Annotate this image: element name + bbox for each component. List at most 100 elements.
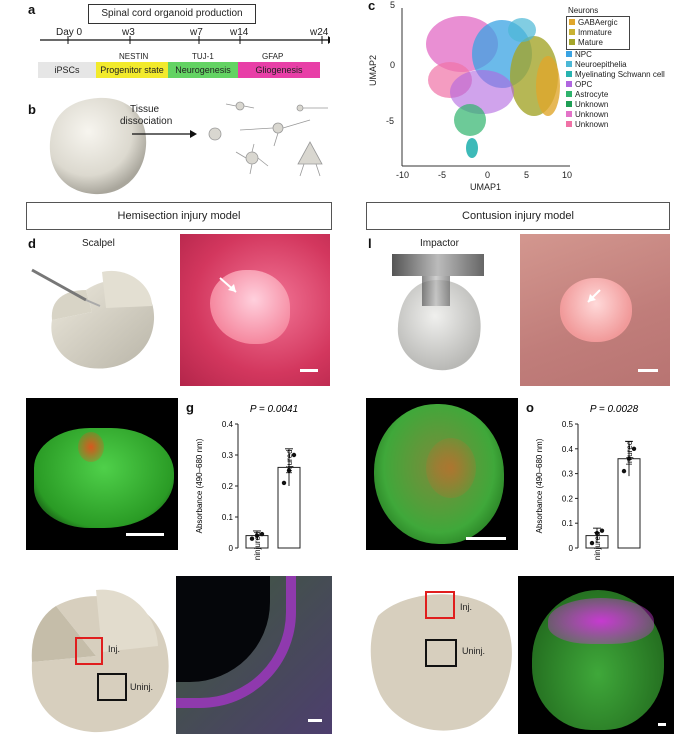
data-point <box>259 531 265 537</box>
dissociated-cells <box>208 101 328 177</box>
legend-text: Unknown <box>575 120 609 129</box>
hemisection-fluorescence <box>26 398 178 550</box>
data-point <box>589 540 595 546</box>
legend-swatch <box>566 91 572 97</box>
category-label: Injured <box>285 449 294 473</box>
legend-item-6: Unknown <box>566 110 678 120</box>
stage-gliogenesis: Gliogenesis <box>238 62 320 78</box>
stage-ipsc: iPSCs <box>38 62 96 78</box>
legend-neuron-group: GABAergic Immature Mature <box>566 16 630 50</box>
data-point <box>254 533 260 538</box>
timepoint-w3: w3 <box>122 27 135 38</box>
umap-xtick-neg5: -5 <box>438 170 447 180</box>
y-tick-label: 0 <box>569 544 574 553</box>
legend-item-neuron-2: Mature <box>569 38 627 48</box>
umap-plot <box>401 8 570 167</box>
y-tick-label: 0.1 <box>222 513 234 522</box>
legend-text: Unknown <box>575 110 609 119</box>
legend-item-1: Neuroepithelia <box>566 60 678 70</box>
scale-bar <box>638 369 658 372</box>
legend-text: Immature <box>578 28 612 37</box>
legend-swatch <box>569 19 575 25</box>
contusion-fluorescence <box>366 398 518 550</box>
contusion-photo <box>520 234 670 386</box>
stage-progenitor: Progenitor state <box>96 62 168 78</box>
legend-item-3: OPC <box>566 80 678 90</box>
y-tick-label: 0.4 <box>562 445 574 454</box>
tissue-label: Tissue <box>130 104 160 115</box>
timepoint-w14: w14 <box>230 27 249 38</box>
legend-swatch <box>566 111 572 117</box>
bar-chart-o: P = 0.0028 0 0.1 0.2 0.3 0.4 0.5 Absorbance (49… <box>535 404 641 560</box>
data-point <box>594 530 600 536</box>
scale-bar <box>658 723 666 726</box>
timepoint-w7: w7 <box>190 27 203 38</box>
timeline-title: Spinal cord organoid production <box>88 4 256 24</box>
scale-bar <box>126 533 164 536</box>
y-tick-label: 0.4 <box>222 420 234 429</box>
organoid-sphere <box>49 97 147 195</box>
y-tick-label: 0.3 <box>222 451 234 460</box>
scale-bar <box>300 369 318 372</box>
contusion-confocal <box>518 576 674 734</box>
legend-text: GABAergic <box>578 18 618 27</box>
panel-label-c: c <box>368 0 376 13</box>
category-label: Uninjured <box>593 532 602 560</box>
legend-swatch <box>569 39 575 45</box>
legend-swatch <box>569 29 575 35</box>
umap-ytick-0: 0 <box>390 60 396 70</box>
uninj-label: Uninj. <box>130 682 154 692</box>
legend-text: Neuroepithelia <box>575 60 627 69</box>
panel-label-g: g <box>186 400 194 415</box>
umap-xtick-neg10: -10 <box>396 170 410 180</box>
umap-xlabel: UMAP1 <box>470 182 502 192</box>
uninjured-box <box>425 639 457 667</box>
data-point <box>286 468 292 473</box>
injury-box <box>75 637 103 665</box>
hemisection-photo <box>180 234 330 386</box>
scalpel-diagram <box>31 268 155 369</box>
scale-bar <box>308 719 322 722</box>
timeline-diagram <box>40 36 330 44</box>
stage-neurogenesis: Neurogenesis <box>168 62 238 78</box>
legend-item-7: Unknown <box>566 120 678 130</box>
panel-label-l: l <box>368 236 372 251</box>
umap-ylabel: UMAP2 <box>368 54 378 86</box>
umap-ytick-5: 5 <box>390 0 396 10</box>
legend-other: NPC Neuroepithelia Myelinating Schwann cel… <box>566 50 678 130</box>
legend-text: Unknown <box>575 100 609 109</box>
data-point <box>621 468 627 474</box>
inj-label: Inj. <box>460 602 473 612</box>
legend-swatch <box>566 81 572 87</box>
umap-xtick-10: 10 <box>562 170 573 180</box>
injury-box <box>425 591 455 619</box>
dissociation-label: dissociation <box>120 116 173 127</box>
uninj-label: Uninj. <box>462 646 486 656</box>
legend-item-4: Astrocyte <box>566 90 678 100</box>
legend-text: NPC <box>575 50 592 59</box>
timepoint-day0: Day 0 <box>56 27 83 38</box>
panel-label-o: o <box>526 400 534 415</box>
panel-label-a: a <box>28 2 36 17</box>
data-point <box>291 452 297 458</box>
data-point <box>599 528 605 533</box>
data-point <box>626 456 632 461</box>
category-label: Injured <box>625 441 634 465</box>
legend-swatch <box>566 101 572 107</box>
hemisection-3d: Inj. Uninj. <box>26 576 174 734</box>
contusion-3d: Inj. Uninj. <box>366 576 516 734</box>
umap-legend: Neurons GABAergic Immature Mature NPC Neuro… <box>566 6 678 130</box>
umap-xtick-5: 5 <box>524 170 530 180</box>
inj-label: Inj. <box>108 644 121 654</box>
legend-swatch <box>566 61 572 67</box>
impactor-diagram <box>392 254 484 371</box>
timepoint-w24: w24 <box>310 27 329 38</box>
data-point <box>249 536 255 541</box>
dissociation-diagram <box>49 97 328 195</box>
legend-title: Neurons <box>568 6 599 15</box>
legend-swatch <box>566 51 572 57</box>
legend-text: Myelinating Schwann cell <box>575 70 665 79</box>
panel-label-b: b <box>28 102 36 117</box>
y-tick-label: 0.2 <box>222 482 234 491</box>
data-point <box>631 446 637 451</box>
